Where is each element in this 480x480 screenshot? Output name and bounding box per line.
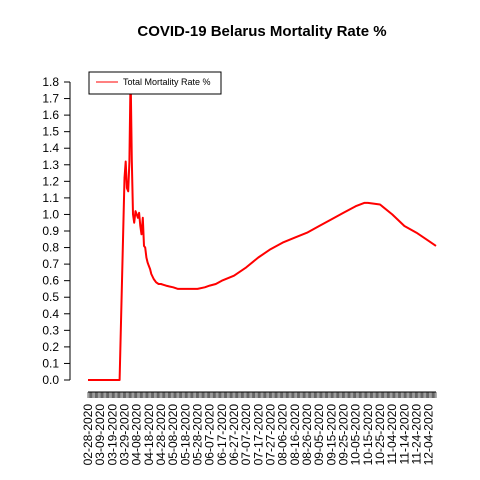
x-tick-label: 05-18-2020 [178, 404, 192, 466]
y-tick-label: 0.2 [42, 340, 59, 354]
y-tick-label: 0.3 [42, 323, 59, 337]
x-tick-label: 03-19-2020 [105, 404, 119, 466]
y-tick-label: 0.8 [42, 241, 59, 255]
chart-axes: 0.0 0.1 0.2 0.3 0.4 0.5 0.6 0.7 0.8 0.9 1.0 1.1 1.2 1… [42, 75, 437, 466]
chart-series [88, 72, 437, 381]
series-line-total-mortality-rate [88, 72, 437, 381]
y-tick-label: 0.7 [42, 257, 59, 271]
x-tick-label: 08-16-2020 [288, 404, 302, 466]
y-tick-label: 0.6 [42, 274, 59, 288]
chart-title: COVID-19 Belarus Mortality Rate % [137, 23, 386, 40]
x-tick-label: 03-29-2020 [118, 404, 132, 466]
x-tick-label: 10-25-2020 [373, 404, 387, 466]
x-tick-label: 12-04-2020 [422, 404, 436, 466]
x-tick-label: 06-17-2020 [215, 404, 229, 466]
y-tick-label: 1.6 [42, 108, 59, 122]
x-tick-label: 05-08-2020 [166, 404, 180, 466]
x-tick-label: 07-17-2020 [251, 404, 265, 466]
x-tick-label: 07-07-2020 [239, 404, 253, 466]
y-tick-label: 0.0 [42, 373, 59, 387]
y-tick-label: 0.5 [42, 290, 59, 304]
y-tick-label: 1.5 [42, 125, 59, 139]
x-tick-label: 08-26-2020 [300, 404, 314, 466]
x-tick-label: 06-27-2020 [227, 404, 241, 466]
x-tick-label: 08-06-2020 [276, 404, 290, 466]
y-tick-label: 0.4 [42, 307, 59, 321]
x-tick-label: 09-15-2020 [324, 404, 338, 466]
x-tick-label: 09-25-2020 [337, 404, 351, 466]
x-tick-label: 09-05-2020 [312, 404, 326, 466]
x-tick-label: 07-27-2020 [264, 404, 278, 466]
y-tick-label: 1.7 [42, 92, 59, 106]
x-tick-label: 06-07-2020 [203, 404, 217, 466]
y-tick-label: 1.2 [42, 174, 59, 188]
y-tick-label: 1.3 [42, 158, 59, 172]
x-tick-label: 11-04-2020 [385, 404, 399, 465]
x-tick-label: 04-28-2020 [154, 404, 168, 466]
x-tick-label: 10-15-2020 [361, 404, 375, 466]
y-tick-label: 1.8 [42, 75, 59, 89]
x-tick-label: 04-18-2020 [142, 404, 156, 466]
y-tick-label: 1.4 [42, 141, 59, 155]
y-tick-label: 0.9 [42, 224, 59, 238]
x-tick-label: 10-05-2020 [349, 404, 363, 466]
x-tick-label: 02-28-2020 [81, 404, 95, 466]
legend-box [88, 71, 222, 95]
legend-label: Total Mortality Rate % [123, 77, 211, 87]
y-tick-label: 1.1 [42, 191, 59, 205]
x-tick-label: 11-24-2020 [410, 404, 424, 465]
y-tick-label: 1.0 [42, 207, 59, 221]
chart-legend: Total Mortality Rate % [88, 71, 222, 95]
x-tick-label: 04-08-2020 [130, 404, 144, 466]
y-tick-label: 0.1 [42, 356, 59, 370]
x-tick-label: 11-14-2020 [397, 404, 411, 465]
x-tick-label: 03-09-2020 [93, 404, 107, 466]
x-tick-label: 05-28-2020 [191, 404, 205, 466]
